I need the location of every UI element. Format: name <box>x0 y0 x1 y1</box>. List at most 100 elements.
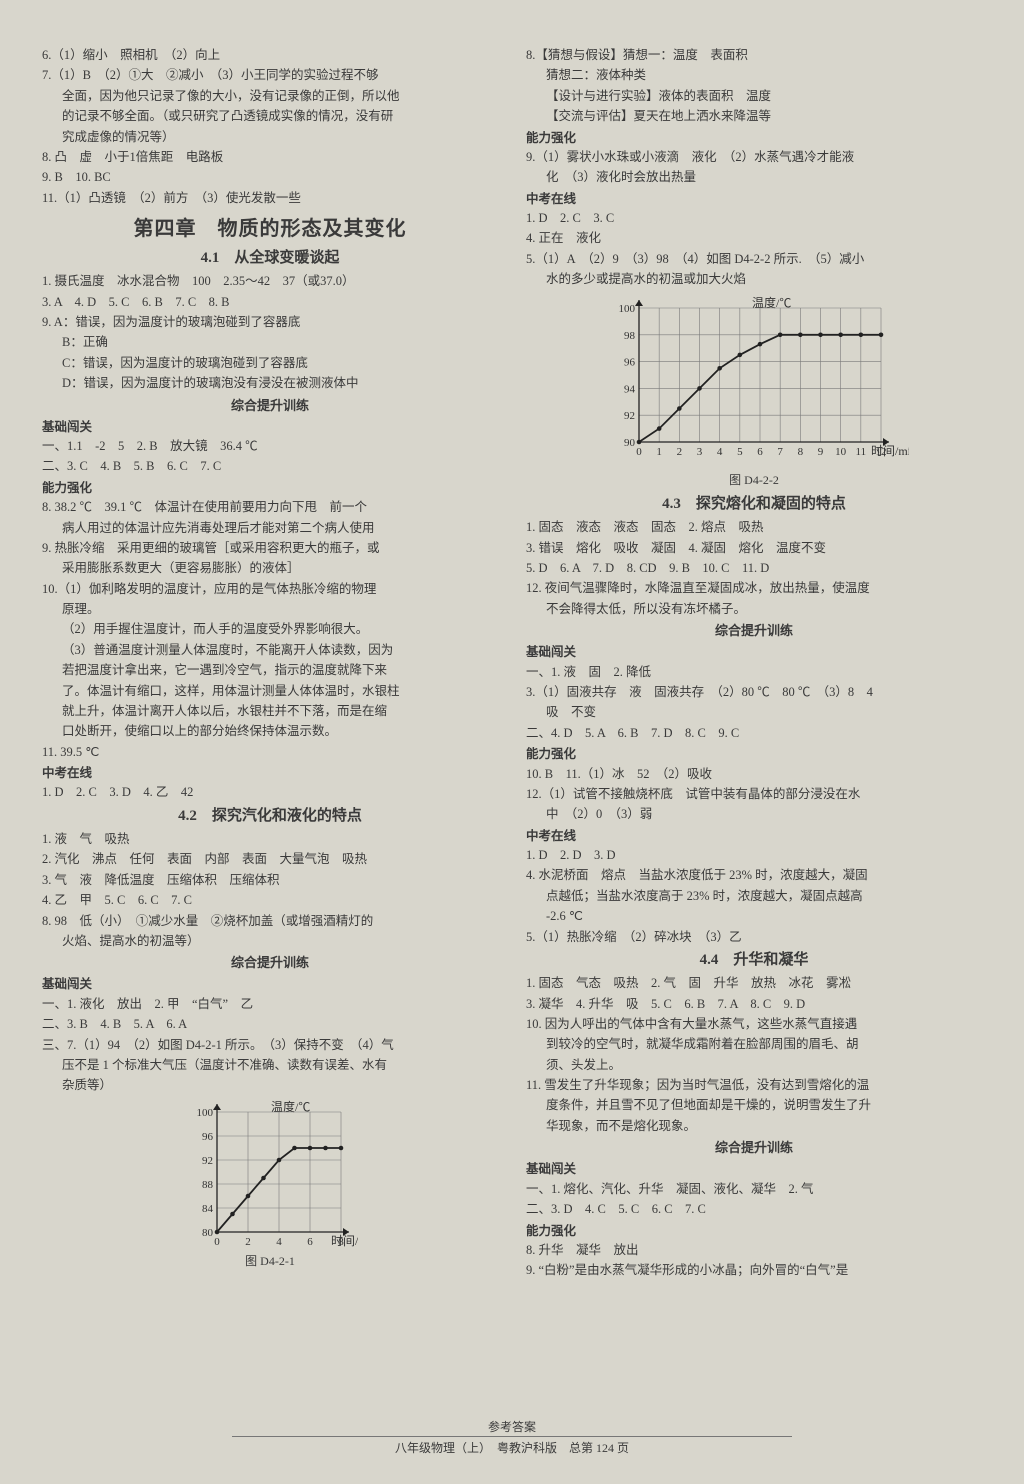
svg-text:2: 2 <box>245 1236 251 1248</box>
sub-head: 中考在线 <box>42 764 498 783</box>
sub-head: 能力强化 <box>42 479 498 498</box>
text-line: 4. 水泥桥面 熔点 当盐水浓度低于 23% 时，浓度越大，凝固 <box>526 866 982 885</box>
text-line: 三、7.（1）94 （2）如图 D4-2-1 所示。 （3）保持不变 （4）气 <box>42 1036 498 1055</box>
text-line: 华现象，而不是熔化现象。 <box>526 1117 982 1136</box>
svg-text:6: 6 <box>757 446 763 458</box>
svg-text:4: 4 <box>717 446 723 458</box>
section-title: 4.1 从全球变暖谈起 <box>42 247 498 270</box>
text-line: 原理。 <box>42 600 498 619</box>
text-line: 9. A：错误，因为温度计的玻璃泡碰到了容器底 <box>42 313 498 332</box>
svg-text:温度/℃: 温度/℃ <box>271 1100 310 1114</box>
text-line: 12.（1）试管不接触烧杯底 试管中装有晶体的部分浸没在水 <box>526 785 982 804</box>
text-line: 点越低；当盐水浓度高于 23% 时，浓度越大，凝固点越高 <box>526 887 982 906</box>
footer-rule <box>232 1436 792 1437</box>
sub-head: 基础闯关 <box>42 418 498 437</box>
sub-head: 基础闯关 <box>526 643 982 662</box>
text-line: 究成虚像的情况等） <box>42 128 498 147</box>
text-line: 二、3. D 4. C 5. C 6. C 7. C <box>526 1200 982 1219</box>
text-line: 1. D 2. C 3. C <box>526 209 982 228</box>
svg-text:96: 96 <box>202 1131 214 1143</box>
text-line: 病人用过的体温计应先消毒处理后才能对第二个病人使用 <box>42 519 498 538</box>
text-line: 2. 汽化 沸点 任何 表面 内部 表面 大量气泡 吸热 <box>42 850 498 869</box>
text-line: 就上升，体温计离开人体以后，水银柱并不下落，而是在缩 <box>42 702 498 721</box>
text-line: 全面，因为他只记录了像的大小，没有记录像的正倒，所以他 <box>42 87 498 106</box>
sub-head: 基础闯关 <box>42 975 498 994</box>
text-line: 3. 气 液 降低温度 压缩体积 压缩体积 <box>42 871 498 890</box>
svg-text:时间/min: 时间/min <box>871 444 909 458</box>
text-line: 9.（1）雾状小水珠或小液滴 液化 （2）水蒸气遇冷才能液 <box>526 148 982 167</box>
text-line: 10. B 11.（1）冰 52 （2）吸收 <box>526 765 982 784</box>
text-line: 8. 38.2 ℃ 39.1 ℃ 体温计在使用前要用力向下甩 前一个 <box>42 498 498 517</box>
text-line: 1. 液 气 吸热 <box>42 830 498 849</box>
text-line: 10. 因为人呼出的气体中含有大量水蒸气，这些水蒸气直接遇 <box>526 1015 982 1034</box>
text-line: 二、3. C 4. B 5. B 6. C 7. C <box>42 457 498 476</box>
text-line: 5. D 6. A 7. D 8. CD 9. B 10. C 11. D <box>526 559 982 578</box>
text-line: 3. A 4. D 5. C 6. B 7. C 8. B <box>42 293 498 312</box>
text-line: 6.（1）缩小 照相机 （2）向上 <box>42 46 498 65</box>
text-line: 8. 升华 凝华 放出 <box>526 1241 982 1260</box>
svg-text:96: 96 <box>624 356 636 368</box>
text-line: 【设计与进行实验】液体的表面积 温度 <box>526 87 982 106</box>
text-line: 【交流与评估】夏天在地上洒水来降温等 <box>526 107 982 126</box>
text-line: 到较冷的空气时，就凝华成霜附着在脸部周围的眉毛、胡 <box>526 1035 982 1054</box>
text-line: 11. 雪发生了升华现象；因为当时气温低，没有达到雪熔化的温 <box>526 1076 982 1095</box>
text-line: 水的多少或提高水的初温或加大火焰 <box>526 270 982 289</box>
chart-caption: 图 D4-2-1 <box>245 1252 295 1271</box>
section-title: 4.2 探究汽化和液化的特点 <box>42 805 498 828</box>
left-column: 6.（1）缩小 照相机 （2）向上 7.（1）B （2）①大 ②减小 （3）小王… <box>42 46 498 1282</box>
sub-title: 综合提升训练 <box>42 396 498 416</box>
chapter-title: 第四章 物质的形态及其变化 <box>42 214 498 245</box>
chart-1: 808488929610002468温度/℃时间/min 图 D4-2-1 <box>42 1100 498 1271</box>
svg-text:10: 10 <box>835 446 847 458</box>
text-line: 3.（1）固液共存 液 固液共存 （2）80 ℃ 80 ℃ （3）8 4 <box>526 683 982 702</box>
text-line: 3. 错误 熔化 吸收 凝固 4. 凝固 熔化 温度不变 <box>526 539 982 558</box>
footer-line: 八年级物理（上） 粤教沪科版 总第 124 页 <box>0 1439 1024 1458</box>
svg-text:94: 94 <box>624 383 636 395</box>
text-line: （3）普通温度计测量人体温度时，不能离开人体读数，因为 <box>42 641 498 660</box>
text-line: 4. 乙 甲 5. C 6. C 7. C <box>42 891 498 910</box>
text-line: -2.6 ℃ <box>526 907 982 926</box>
svg-text:0: 0 <box>636 446 642 458</box>
text-line: 11.（1）凸透镜 （2）前方 （3）使光发散一些 <box>42 189 498 208</box>
svg-text:80: 80 <box>202 1227 214 1239</box>
sub-head: 能力强化 <box>526 745 982 764</box>
text-line: 不会降得太低，所以没有冻坏橘子。 <box>526 600 982 619</box>
svg-text:11: 11 <box>856 446 867 458</box>
sub-head: 中考在线 <box>526 827 982 846</box>
svg-text:1: 1 <box>656 446 662 458</box>
text-line: 的记录不够全面。（或只研究了凸透镜成实像的情况，没有研 <box>42 107 498 126</box>
chart-caption: 图 D4-2-2 <box>729 471 779 490</box>
svg-text:6: 6 <box>307 1236 313 1248</box>
sub-title: 综合提升训练 <box>526 1138 982 1158</box>
text-line: 10.（1）伽利略发明的温度计，应用的是气体热胀冷缩的物理 <box>42 580 498 599</box>
text-line: B：正确 <box>42 333 498 352</box>
text-line: 3. 凝华 4. 升华 吸 5. C 6. B 7. A 8. C 9. D <box>526 995 982 1014</box>
text-line: 一、1. 液化 放出 2. 甲 “白气” 乙 <box>42 995 498 1014</box>
svg-text:98: 98 <box>624 329 636 341</box>
svg-text:4: 4 <box>276 1236 282 1248</box>
text-line: 7.（1）B （2）①大 ②减小 （3）小王同学的实验过程不够 <box>42 66 498 85</box>
text-line: 了。体温计有缩口，这样，用体温计测量人体体温时，水银柱 <box>42 682 498 701</box>
svg-text:92: 92 <box>202 1155 213 1167</box>
text-line: 9. B 10. BC <box>42 168 498 187</box>
sub-title: 综合提升训练 <box>526 621 982 641</box>
text-line: 一、1. 熔化、汽化、升华 凝固、液化、凝华 2. 气 <box>526 1180 982 1199</box>
sub-head: 中考在线 <box>526 190 982 209</box>
svg-text:2: 2 <box>677 446 683 458</box>
text-line: 5.（1）热胀冷缩 （2）碎冰块 （3）乙 <box>526 928 982 947</box>
sub-title: 综合提升训练 <box>42 953 498 973</box>
text-line: 1. 固态 液态 液态 固态 2. 熔点 吸热 <box>526 518 982 537</box>
text-line: 1. 固态 气态 吸热 2. 气 固 升华 放热 冰花 雾凇 <box>526 974 982 993</box>
text-line: 9. 热胀冷缩 采用更细的玻璃管［或采用容积更大的瓶子，或 <box>42 539 498 558</box>
svg-text:100: 100 <box>619 303 636 315</box>
text-line: 火焰、提高水的初温等） <box>42 932 498 951</box>
text-line: 吸 不变 <box>526 703 982 722</box>
svg-text:100: 100 <box>196 1107 213 1119</box>
text-line: 杂质等） <box>42 1076 498 1095</box>
svg-text:温度/℃: 温度/℃ <box>752 295 791 310</box>
text-line: （2）用手握住温度计，而人手的温度受外界影响很大。 <box>42 620 498 639</box>
page-footer: 参考答案 八年级物理（上） 粤教沪科版 总第 124 页 <box>0 1418 1024 1458</box>
svg-text:时间/min: 时间/min <box>331 1234 358 1248</box>
section-title: 4.4 升华和凝华 <box>526 949 982 972</box>
text-line: 须、头发上。 <box>526 1056 982 1075</box>
